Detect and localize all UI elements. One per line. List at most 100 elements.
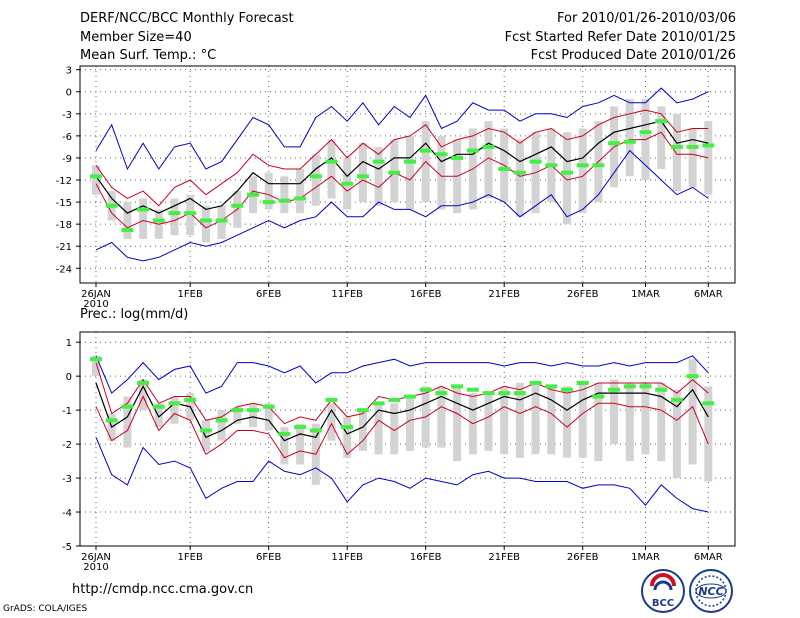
prec-observed-marker bbox=[451, 384, 464, 389]
prec-observed-marker bbox=[309, 428, 322, 433]
header-title: DERF/NCC/BCC Monthly Forecast bbox=[80, 11, 294, 26]
temp-ytick-label: -6 bbox=[62, 132, 72, 143]
prec-observed-marker bbox=[482, 391, 495, 396]
temp-range-box bbox=[201, 205, 210, 243]
prec-observed-marker bbox=[372, 401, 385, 406]
prec-frame bbox=[79, 331, 736, 547]
temp-observed-marker bbox=[435, 152, 448, 157]
prec-xtick-label: 26JAN bbox=[81, 552, 111, 563]
prec-observed-marker bbox=[608, 387, 621, 392]
prec-range-box bbox=[531, 382, 540, 455]
temp-xtick-label: 21FEB bbox=[488, 289, 520, 300]
prec-range-box bbox=[610, 379, 619, 445]
prec-observed-marker bbox=[121, 404, 134, 409]
prec-range-box bbox=[327, 403, 336, 441]
prec-observed-marker bbox=[592, 394, 605, 399]
temp-range-box bbox=[563, 132, 571, 225]
temp-chart: 3 0 -3 -6 -9 -12 -15 -18 -21 -24 26JAN 1FEB 6FEB 11FE… bbox=[56, 65, 736, 310]
temp-observed-marker bbox=[278, 198, 291, 203]
prec-range-box bbox=[249, 403, 257, 428]
prec-range-box bbox=[406, 396, 414, 451]
temp-xtick-label: 26FEB bbox=[567, 289, 599, 300]
prec-range-box bbox=[280, 427, 289, 465]
temp-ytick-label: -3 bbox=[62, 110, 72, 121]
prec-xtick-label: 11FEB bbox=[331, 552, 363, 563]
temp-range-box bbox=[92, 165, 100, 195]
temp-range-box bbox=[327, 139, 336, 199]
prec-xtick-label: 1FEB bbox=[178, 552, 203, 563]
temp-xtick-label: 6MAR bbox=[694, 289, 723, 300]
temp-range-box bbox=[672, 113, 681, 192]
prec-range-box bbox=[374, 403, 383, 455]
temp-xtick-label: 1FEB bbox=[178, 289, 203, 300]
temp-observed-marker bbox=[545, 163, 558, 168]
prec-observed-marker bbox=[686, 374, 699, 379]
temp-range-box bbox=[311, 154, 320, 206]
prec-observed-marker bbox=[294, 425, 307, 430]
header-forecast-period: For 2010/01/26-2010/03/06 bbox=[557, 11, 736, 26]
temp-ytick-label: 3 bbox=[66, 66, 72, 77]
prec-observed-marker bbox=[388, 397, 401, 402]
temp-range-box bbox=[625, 99, 634, 177]
temp-observed-marker bbox=[90, 174, 102, 179]
prec-xtick-label: 6FEB bbox=[256, 552, 281, 563]
temp-observed-marker bbox=[404, 159, 416, 164]
temp-observed-marker bbox=[498, 166, 511, 171]
prec-observed-marker bbox=[404, 394, 416, 399]
temp-observed-marker bbox=[137, 207, 150, 212]
prec-observed-marker bbox=[702, 401, 715, 406]
temp-observed-marker bbox=[670, 144, 683, 149]
temp-observed-marker bbox=[184, 211, 197, 216]
bcc-logo-text: BCC bbox=[652, 598, 674, 609]
prec-range-box bbox=[139, 379, 148, 411]
prec-range-box bbox=[123, 396, 132, 448]
prec-observed-marker bbox=[341, 425, 354, 430]
prec-panel-title: Prec.: log(mm/d) bbox=[80, 307, 189, 322]
temp-xtick-label: 16FEB bbox=[410, 289, 442, 300]
temp-spread-upper-line bbox=[95, 109, 709, 207]
temp-range-box bbox=[515, 139, 524, 217]
temp-range-box bbox=[358, 143, 367, 203]
temp-range-box bbox=[484, 121, 493, 199]
prec-range-box bbox=[688, 359, 697, 465]
footer-url[interactable]: http://cmdp.ncc.cma.gov.cn bbox=[72, 582, 254, 597]
prec-observed-marker bbox=[168, 401, 181, 406]
prec-observed-marker bbox=[529, 380, 542, 385]
prec-observed-marker bbox=[278, 431, 291, 436]
temp-year-label: 2010 bbox=[83, 299, 108, 310]
temp-range-box bbox=[704, 121, 713, 195]
temp-observed-marker bbox=[152, 218, 165, 223]
temp-observed-marker bbox=[294, 196, 307, 201]
prec-range-box bbox=[563, 386, 571, 458]
temp-ytick-label: -24 bbox=[56, 264, 72, 275]
temp-xtick-label: 6FEB bbox=[256, 289, 281, 300]
temp-frame bbox=[79, 65, 736, 284]
prec-observed-marker bbox=[90, 357, 102, 362]
temp-observed-marker bbox=[356, 174, 369, 179]
prec-spread-lower-line bbox=[95, 395, 709, 459]
prec-range-box bbox=[704, 386, 713, 482]
temp-observed-marker bbox=[513, 170, 526, 175]
prec-range-box bbox=[453, 386, 462, 462]
prec-range-box bbox=[500, 386, 509, 455]
temp-range-box bbox=[437, 135, 446, 210]
prec-observed-marker bbox=[670, 397, 683, 402]
temp-range-box bbox=[657, 106, 666, 169]
temp-observed-marker bbox=[325, 159, 338, 164]
prec-ytick-label: -4 bbox=[62, 508, 72, 519]
prec-range-box bbox=[233, 406, 242, 424]
temp-ytick-label: -21 bbox=[56, 242, 72, 253]
prec-xtick-label: 26FEB bbox=[567, 552, 599, 563]
prec-range-box bbox=[154, 403, 163, 428]
temp-mean-line bbox=[95, 120, 709, 214]
temp-range-box bbox=[374, 146, 383, 206]
temp-range-box bbox=[123, 202, 132, 239]
prec-range-box bbox=[296, 423, 305, 465]
prec-ytick-label: -5 bbox=[62, 542, 72, 553]
prec-observed-marker bbox=[231, 408, 244, 413]
temp-panel-title: Mean Surf. Temp.: °C bbox=[80, 48, 217, 63]
prec-range-box bbox=[484, 393, 493, 451]
prec-range-box bbox=[672, 389, 681, 479]
prec-observed-marker bbox=[435, 391, 448, 396]
prec-observed-marker bbox=[623, 384, 636, 389]
